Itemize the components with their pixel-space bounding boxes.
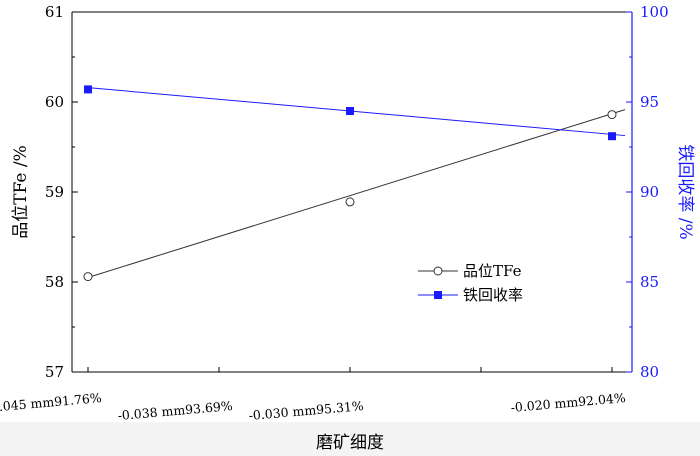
data-point-grade (83, 272, 93, 282)
legend-marker-grade (433, 266, 443, 276)
legend-marker-recovery (434, 291, 442, 299)
x-axis-title: 磨矿细度 (316, 433, 384, 453)
series-line-2 (87, 87, 626, 137)
data-point-grade (345, 197, 355, 207)
y-right-axis-title: 铁回收率 /% (675, 144, 695, 239)
y-right-tick-label: 100 (640, 3, 669, 21)
y-right-tick-label: 90 (640, 183, 659, 201)
y-left-tick-label: 61 (45, 3, 64, 21)
y-left-tick-label: 58 (45, 273, 64, 291)
data-point-recovery (608, 132, 616, 141)
y-left-tick-label: 57 (45, 363, 64, 381)
bottom-band (0, 422, 700, 456)
y-left-tick-label: 59 (45, 183, 64, 201)
y-right-tick-label: 80 (640, 363, 659, 381)
x-tick-label: -0.020 mm92.04% (510, 390, 626, 415)
data-point-recovery (346, 107, 354, 115)
y-left-tick-label: 60 (45, 93, 64, 111)
x-tick-label: -0.045 mm91.76% (0, 390, 102, 415)
x-tick-label: -0.038 mm93.69% (117, 398, 233, 423)
y-left-axis-title: 品位TFe /% (11, 145, 31, 239)
x-tick-label: -0.030 mm95.31% (248, 398, 364, 423)
data-point-grade (607, 110, 617, 120)
data-point-recovery (84, 85, 92, 94)
legend-label-recovery: 铁回收率 (463, 286, 523, 304)
y-right-tick-label: 85 (640, 273, 659, 291)
legend-label-grade: 品位TFe (463, 262, 522, 280)
y-right-tick-label: 95 (640, 93, 659, 111)
series-line-1 (87, 109, 626, 278)
